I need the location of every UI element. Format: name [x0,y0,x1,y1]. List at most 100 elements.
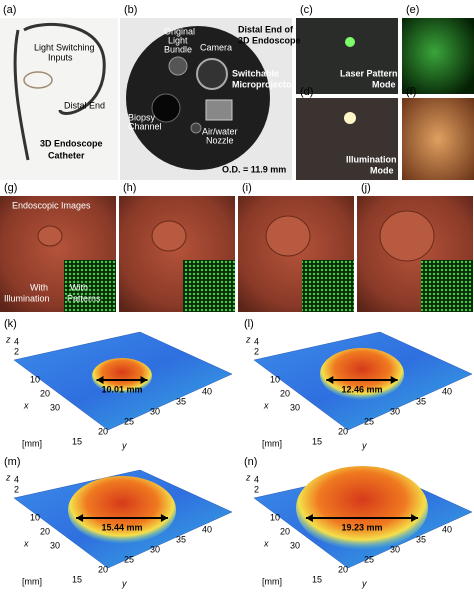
axis-label: x [263,400,269,410]
axis-unit: [mm] [22,576,42,586]
pattern-inset [64,260,116,312]
y-tick-label: 30 [390,406,400,416]
nozzle [190,122,202,134]
arrow-head [140,376,148,384]
y-tick-label: 25 [124,554,134,564]
axis-label: z [245,472,251,482]
annotation: Distal End [64,100,105,110]
axis-label: z [5,334,11,344]
z-tick-label: 4 [254,336,259,346]
annotation: Inputs [48,52,73,62]
y-tick-label: 40 [442,386,452,396]
lesion [265,215,311,257]
y-tick-label: 20 [98,564,108,574]
x-tick-label: 10 [270,512,280,522]
axis-label: x [23,538,29,548]
z-tick-label: 4 [14,474,19,484]
arrow-head [390,376,398,384]
axis-unit: [mm] [262,438,282,448]
panel-label: (j) [361,182,371,194]
lesion [37,225,63,247]
x-tick-label: 20 [280,526,290,536]
annotation: 3D Endoscope [238,35,301,45]
annotation: Distal End of [238,24,294,34]
y-tick-label: 35 [416,396,426,406]
y-tick-label: 25 [364,416,374,426]
y-tick-label: 15 [72,574,82,584]
measurement: 10.01 mm [101,384,142,394]
biopsy-channel [151,93,181,123]
x-tick-label: 30 [290,540,300,550]
annotation: Illumination [346,154,397,164]
y-tick-label: 15 [312,436,322,446]
lesion [379,210,435,262]
z-tick-label: 4 [14,336,19,346]
y-tick-label: 20 [338,564,348,574]
annotation: O.D. = 11.9 mm [222,164,286,174]
annotation: Camera [200,42,232,52]
panel-label: (a) [3,4,16,16]
arrow-head [411,514,419,522]
axis-unit: [mm] [22,438,42,448]
pattern-inset [421,260,473,312]
z-tick-label: 2 [254,346,259,356]
fiber-coil [23,71,53,89]
x-tick-label: 10 [270,374,280,384]
measurement: 15.44 mm [101,522,142,532]
z-tick-label: 2 [14,346,19,356]
x-tick-label: 10 [30,374,40,384]
axis-label: y [121,440,127,450]
y-tick-label: 40 [202,386,212,396]
measurement: 12.46 mm [341,384,382,394]
annotation: Biopsy [128,112,156,122]
panel-label: (d) [300,86,313,98]
x-tick-label: 30 [50,540,60,550]
photo-d [296,98,398,180]
lesion [151,220,187,252]
y-tick-label: 15 [72,436,82,446]
panel-label: (g) [4,182,17,194]
axis-label: y [361,440,367,450]
panel-label: (l) [244,318,254,330]
annotation: Mode [370,165,394,175]
annotation: Microprojector [232,79,296,89]
panel-label: (b) [124,4,137,16]
annotation: Laser Pattern [340,68,398,78]
panel-label: (c) [300,4,313,16]
x-tick-label: 30 [50,402,60,412]
axis-label: y [361,578,367,588]
arrow-head [96,376,104,384]
photo-c [296,18,398,94]
annotation: Channel [128,121,162,131]
z-tick-label: 2 [14,484,19,494]
y-tick-label: 30 [150,406,160,416]
x-tick-label: 20 [40,388,50,398]
annotation: Bundle [164,44,192,54]
y-tick-label: 25 [364,554,374,564]
measurement: 19.23 mm [341,522,382,532]
annotation: Endoscopic Images [12,200,91,210]
panel-label: (i) [242,182,252,194]
axis-label: x [23,400,29,410]
panel-label: (n) [244,456,257,468]
annotation: With [30,282,48,292]
x-tick-label: 30 [290,402,300,412]
endoscope-tip [126,26,270,170]
panel-label: (m) [4,456,21,468]
bump [92,358,152,394]
y-tick-label: 35 [416,534,426,544]
axis-label: x [263,538,269,548]
annotation: Original [164,26,195,36]
y-tick-label: 35 [176,534,186,544]
arrow-head [160,514,168,522]
pattern-inset [302,260,354,312]
bump [320,348,404,400]
bump [68,476,176,544]
y-tick-label: 30 [390,544,400,554]
y-tick-label: 25 [124,416,134,426]
z-tick-label: 4 [254,474,259,484]
y-tick-label: 20 [98,426,108,436]
panel-label: (k) [4,318,17,330]
x-tick-label: 20 [280,388,290,398]
y-tick-label: 30 [150,544,160,554]
